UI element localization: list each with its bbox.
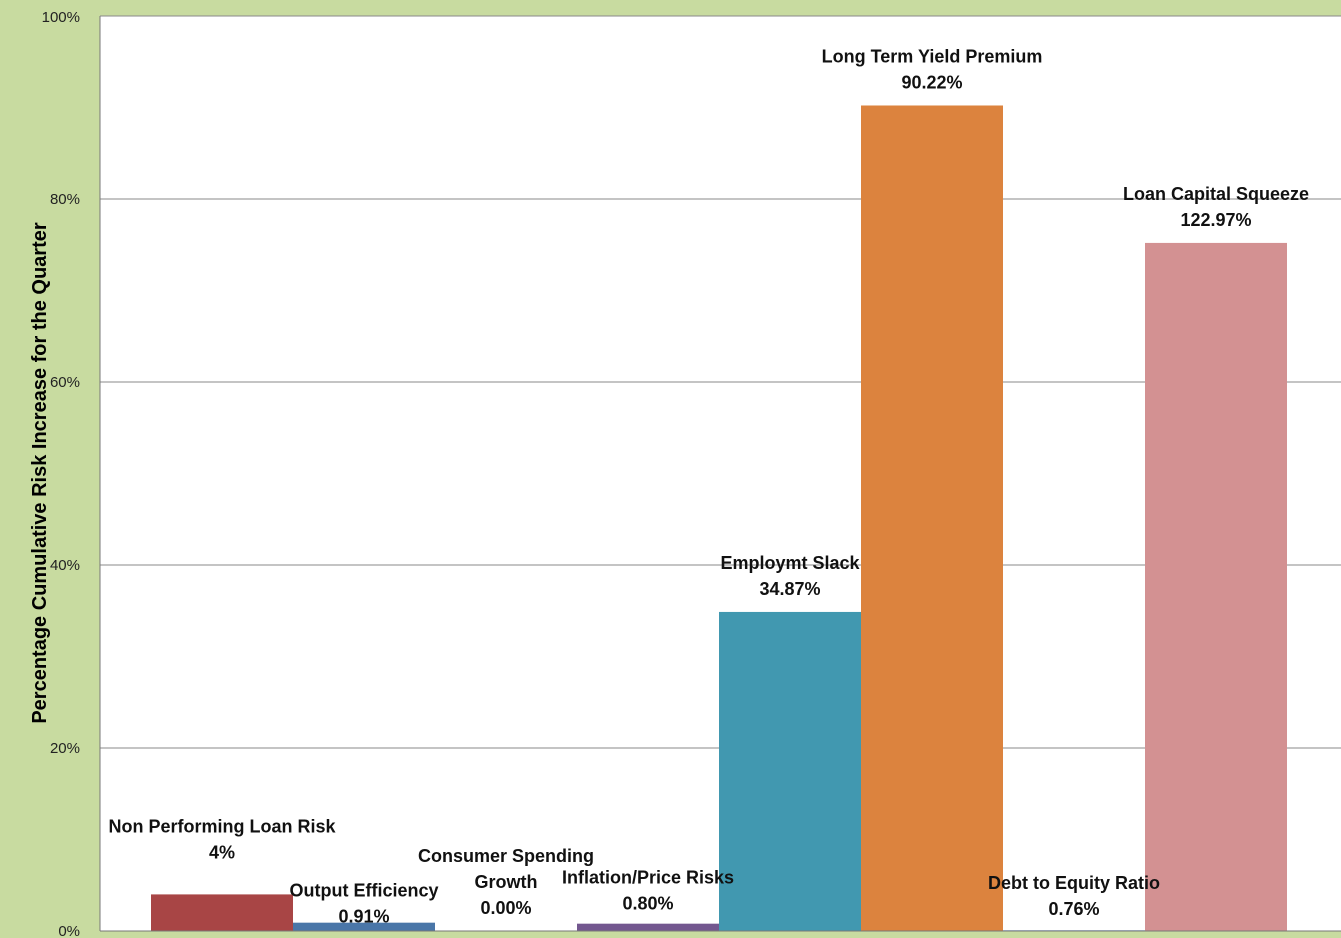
y-tick-label: 20% <box>50 740 80 757</box>
bars <box>151 105 1287 932</box>
bar-employmt-slack <box>719 611 861 931</box>
bar-value-label: 122.97% <box>1180 210 1251 230</box>
bar-output-efficiency <box>293 922 435 931</box>
y-tick-label: 40% <box>50 557 80 574</box>
bar-name-label-line2: Growth <box>475 872 538 892</box>
bar-name-label: Non Performing Loan Risk <box>108 816 336 836</box>
bar-name-label: Loan Capital Squeeze <box>1123 184 1309 204</box>
y-axis-label: Percentage Cumulative Risk Increase for … <box>29 222 51 724</box>
bar-name-label: Employmt Slack <box>720 553 860 573</box>
bar-value-label: 0.76% <box>1048 899 1099 919</box>
bar-value-label: 4% <box>209 842 235 862</box>
bar-loan-capital-squeeze <box>1145 242 1287 932</box>
bar-name-label: Consumer Spending <box>418 846 594 866</box>
bar-value-label: 0.91% <box>338 907 389 927</box>
y-tick-label: 80% <box>50 191 80 208</box>
bar-inflation-price-risks <box>577 923 719 931</box>
bar-value-label: 0.00% <box>480 898 531 918</box>
bar-long-term-yield-premium <box>861 105 1003 931</box>
bar-name-label: Output Efficiency <box>289 881 438 901</box>
bar-name-label: Debt to Equity Ratio <box>988 873 1160 893</box>
gridlines <box>100 15 1341 749</box>
y-tick-label: 60% <box>50 374 80 391</box>
y-tick-label: 0% <box>58 923 80 938</box>
bar-name-label: Long Term Yield Premium <box>822 46 1043 66</box>
bar-value-label: 0.80% <box>622 894 673 914</box>
bar-value-label: 90.22% <box>901 72 962 92</box>
bar-value-label: 34.87% <box>759 579 820 599</box>
bar-name-label: Inflation/Price Risks <box>562 868 734 888</box>
bar-non-performing-loan-risk <box>151 894 293 931</box>
y-axis-ticks: 0% 20% 40% 60% 80% 100% <box>42 9 80 938</box>
y-tick-label: 100% <box>42 9 80 26</box>
data-labels: Non Performing Loan Risk 4% Output Efficie… <box>108 46 1309 926</box>
